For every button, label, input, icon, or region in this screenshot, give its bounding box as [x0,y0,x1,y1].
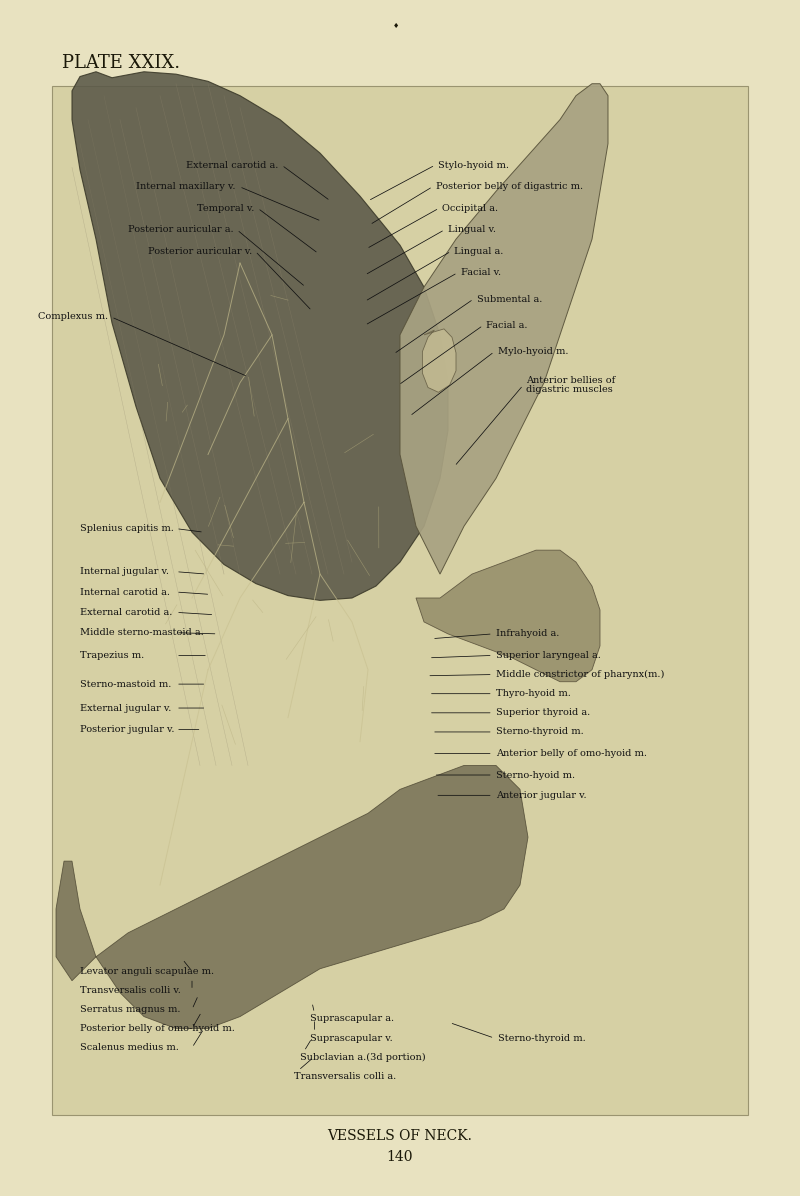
Text: Mylo-hyoid m.: Mylo-hyoid m. [498,347,568,356]
Text: Superior laryngeal a.: Superior laryngeal a. [496,651,601,660]
Text: Subclavian a.(3d portion): Subclavian a.(3d portion) [300,1052,426,1062]
Text: Facial a.: Facial a. [486,321,528,330]
Text: External jugular v.: External jugular v. [80,703,171,713]
Text: Anterior bellies of
digastric muscles: Anterior bellies of digastric muscles [526,376,616,395]
Text: Middle sterno-mastoid a.: Middle sterno-mastoid a. [80,628,204,637]
Text: Posterior belly of digastric m.: Posterior belly of digastric m. [436,182,583,191]
Polygon shape [422,329,456,392]
Text: Submental a.: Submental a. [477,294,542,304]
Text: Internal maxillary v.: Internal maxillary v. [137,182,236,191]
FancyBboxPatch shape [52,86,748,1115]
Text: Splenius capitis m.: Splenius capitis m. [80,524,174,533]
Text: Sterno-thyroid m.: Sterno-thyroid m. [496,727,584,737]
Text: Middle constrictor of pharynx(m.): Middle constrictor of pharynx(m.) [496,670,664,679]
Text: Complexus m.: Complexus m. [38,312,108,322]
Text: Occipital a.: Occipital a. [442,203,498,213]
Text: VESSELS OF NECK.: VESSELS OF NECK. [327,1129,473,1143]
Polygon shape [400,84,608,574]
Text: Lingual v.: Lingual v. [448,225,496,234]
Text: Temporal v.: Temporal v. [197,203,254,213]
Text: Suprascapular v.: Suprascapular v. [310,1033,393,1043]
Text: PLATE XXIX.: PLATE XXIX. [62,54,181,72]
Text: Levator anguli scapulae m.: Levator anguli scapulae m. [80,966,214,976]
Text: External carotid a.: External carotid a. [80,608,172,617]
Text: 140: 140 [386,1149,414,1164]
Text: Lingual a.: Lingual a. [454,246,504,256]
Text: Infrahyoid a.: Infrahyoid a. [496,629,559,639]
Text: Superior thyroid a.: Superior thyroid a. [496,708,590,718]
Text: Scalenus medius m.: Scalenus medius m. [80,1043,179,1052]
Polygon shape [72,72,448,600]
Text: Posterior jugular v.: Posterior jugular v. [80,725,174,734]
Text: ♦: ♦ [393,23,399,30]
Text: Internal carotid a.: Internal carotid a. [80,587,170,597]
Text: Transversalis colli v.: Transversalis colli v. [80,986,181,995]
Text: Anterior belly of omo-hyoid m.: Anterior belly of omo-hyoid m. [496,749,647,758]
Text: Posterior auricular v.: Posterior auricular v. [148,246,252,256]
Text: Suprascapular a.: Suprascapular a. [310,1014,394,1024]
Text: Transversalis colli a.: Transversalis colli a. [294,1072,397,1081]
Text: Anterior jugular v.: Anterior jugular v. [496,791,586,800]
Text: Stylo-hyoid m.: Stylo-hyoid m. [438,160,510,170]
Text: Trapezius m.: Trapezius m. [80,651,144,660]
Text: Posterior belly of omo-hyoid m.: Posterior belly of omo-hyoid m. [80,1024,235,1033]
Text: Sterno-hyoid m.: Sterno-hyoid m. [496,770,575,780]
Polygon shape [56,765,528,1029]
Text: Internal jugular v.: Internal jugular v. [80,567,169,576]
Text: Posterior auricular a.: Posterior auricular a. [128,225,234,234]
Text: Sterno-thyroid m.: Sterno-thyroid m. [498,1033,586,1043]
Text: Facial v.: Facial v. [461,268,501,277]
Text: External carotid a.: External carotid a. [186,160,278,170]
Text: Sterno-mastoid m.: Sterno-mastoid m. [80,679,171,689]
Text: Serratus magnus m.: Serratus magnus m. [80,1005,181,1014]
Polygon shape [416,550,600,682]
Text: Thyro-hyoid m.: Thyro-hyoid m. [496,689,571,698]
